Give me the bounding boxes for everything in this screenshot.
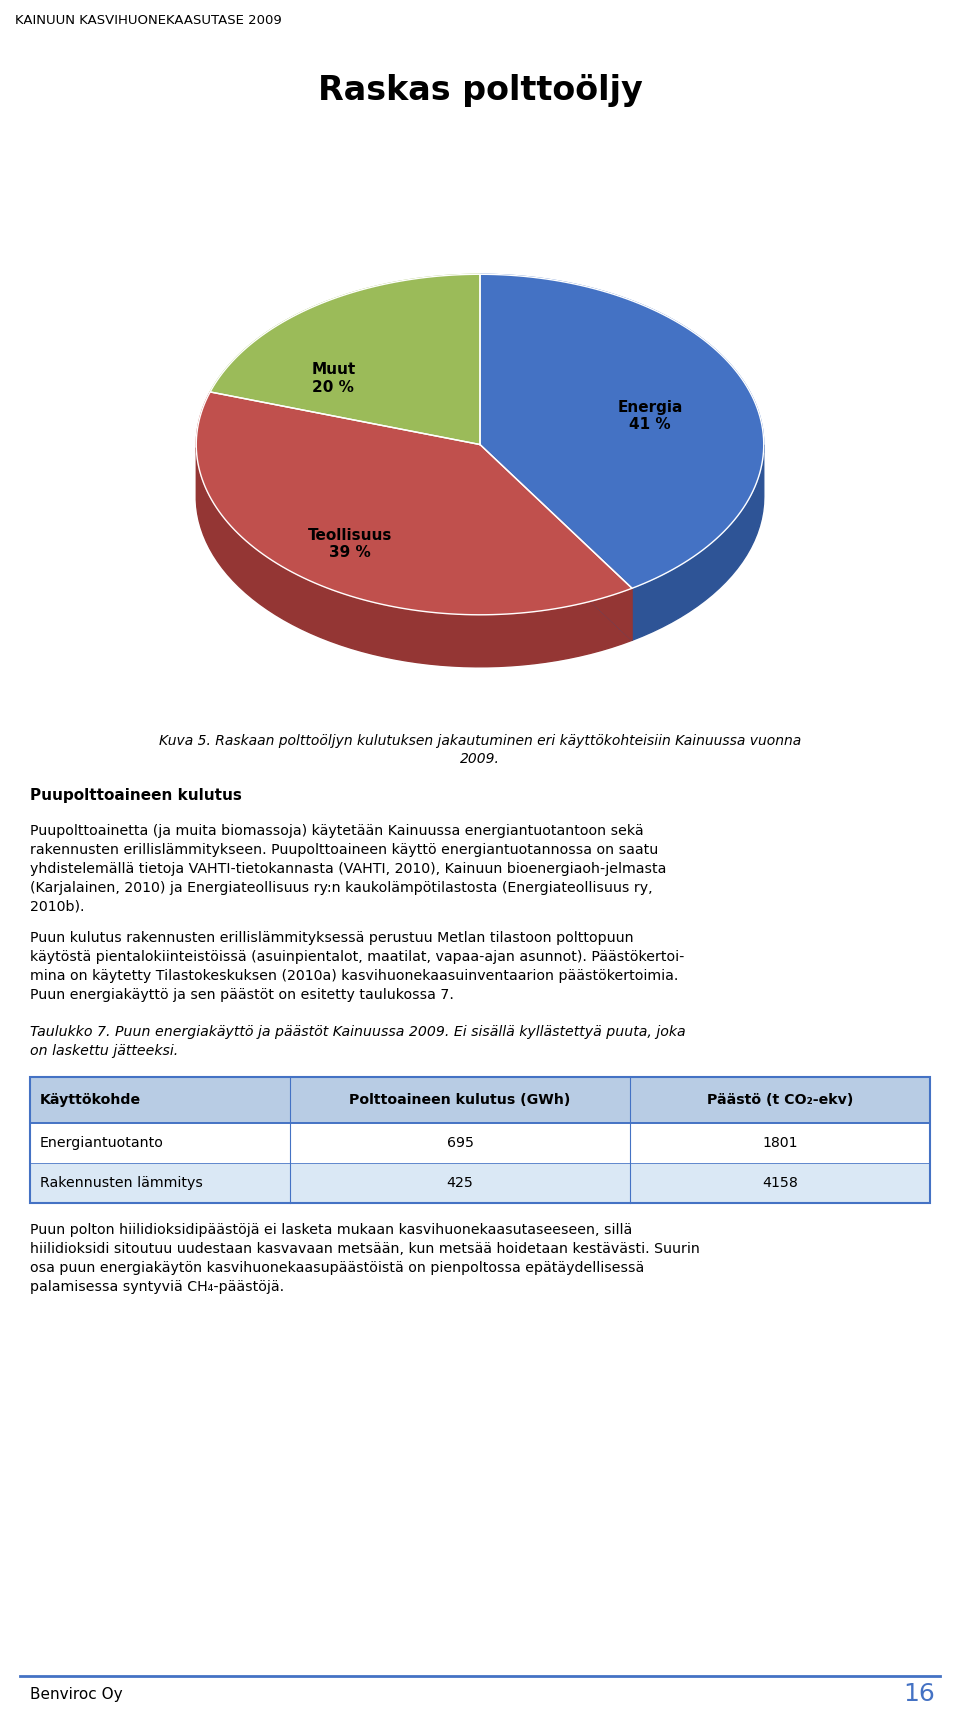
Text: käytöstä pientalokiinteistöissä (asuinpientalot, maatilat, vapaa-ajan asunnot). : käytöstä pientalokiinteistöissä (asuinpi… <box>30 950 684 964</box>
Text: 4158: 4158 <box>762 1176 798 1190</box>
Text: Puun energiakäyttö ja sen päästöt on esitetty taulukossa 7.: Puun energiakäyttö ja sen päästöt on esi… <box>30 988 454 1002</box>
FancyBboxPatch shape <box>30 1164 930 1203</box>
Text: Energiantuotanto: Energiantuotanto <box>40 1136 164 1150</box>
Text: osa puun energiakäytön kasvihuonekaasupäästöistä on pienpoltossa epätäydellisess: osa puun energiakäytön kasvihuonekaasupä… <box>30 1261 644 1274</box>
Text: rakennusten erillislämmitykseen. Puupolttoaineen käyttö energiantuotannossa on s: rakennusten erillislämmitykseen. Puupolt… <box>30 843 659 857</box>
Text: 2009.: 2009. <box>460 753 500 766</box>
Text: Puun kulutus rakennusten erillislämmityksessä perustuu Metlan tilastoon polttopu: Puun kulutus rakennusten erillislämmityk… <box>30 931 634 945</box>
Text: Käyttökohde: Käyttökohde <box>40 1092 141 1106</box>
Text: on laskettu jätteeksi.: on laskettu jätteeksi. <box>30 1044 179 1058</box>
FancyBboxPatch shape <box>30 1124 930 1164</box>
Text: Puun polton hiilidioksidipäästöjä ei lasketa mukaan kasvihuonekaasutaseeseen, si: Puun polton hiilidioksidipäästöjä ei las… <box>30 1222 633 1236</box>
Polygon shape <box>210 274 480 444</box>
Text: Raskas polttoöljy: Raskas polttoöljy <box>318 75 642 108</box>
Text: Puupolttoainetta (ja muita biomassoja) käytetään Kainuussa energiantuotantoon se: Puupolttoainetta (ja muita biomassoja) k… <box>30 824 643 838</box>
Text: 16: 16 <box>903 1682 935 1706</box>
Polygon shape <box>480 444 632 640</box>
Text: Taulukko 7. Puun energiakäyttö ja päästöt Kainuussa 2009. Ei sisällä kyllästetty: Taulukko 7. Puun energiakäyttö ja päästö… <box>30 1025 685 1039</box>
Polygon shape <box>196 447 632 668</box>
Text: Muut
20 %: Muut 20 % <box>311 362 355 395</box>
Polygon shape <box>480 444 632 640</box>
Text: hiilidioksidi sitoutuu uudestaan kasvavaan metsään, kun metsää hoidetaan kestävä: hiilidioksidi sitoutuu uudestaan kasvava… <box>30 1242 700 1255</box>
Text: Rakennusten lämmitys: Rakennusten lämmitys <box>40 1176 203 1190</box>
Polygon shape <box>196 392 632 616</box>
Text: palamisessa syntyviä CH₄-päästöjä.: palamisessa syntyviä CH₄-päästöjä. <box>30 1280 284 1294</box>
Text: Päästö (t CO₂-ekv): Päästö (t CO₂-ekv) <box>707 1092 853 1106</box>
Text: KAINUUN KASVIHUONEKAASUTASE 2009: KAINUUN KASVIHUONEKAASUTASE 2009 <box>15 14 281 28</box>
Text: Teollisuus
39 %: Teollisuus 39 % <box>308 527 392 560</box>
Text: Benviroc Oy: Benviroc Oy <box>30 1687 123 1701</box>
Text: Puupolttoaineen kulutus: Puupolttoaineen kulutus <box>30 787 242 803</box>
Text: 695: 695 <box>446 1136 473 1150</box>
Text: Energia
41 %: Energia 41 % <box>617 401 683 432</box>
FancyBboxPatch shape <box>30 1077 930 1124</box>
Text: (Karjalainen, 2010) ja Energiateollisuus ry:n kaukolämpötilastosta (Energiateoll: (Karjalainen, 2010) ja Energiateollisuus… <box>30 881 653 895</box>
Polygon shape <box>632 444 764 640</box>
Text: yhdistelemällä tietoja VAHTI-tietokannasta (VAHTI, 2010), Kainuun bioenergiaoh­j: yhdistelemällä tietoja VAHTI-tietokannas… <box>30 862 666 876</box>
Text: Polttoaineen kulutus (GWh): Polttoaineen kulutus (GWh) <box>349 1092 570 1106</box>
Polygon shape <box>480 274 764 588</box>
Text: mina on käytetty Tilastokeskuksen (2010a) kasvihuonekaasuinventaarion päästökert: mina on käytetty Tilastokeskuksen (2010a… <box>30 969 679 983</box>
Text: 2010b).: 2010b). <box>30 900 84 914</box>
Text: Kuva 5. Raskaan polttoöljyn kulutuksen jakautuminen eri käyttökohteisiin Kainuus: Kuva 5. Raskaan polttoöljyn kulutuksen j… <box>158 733 802 747</box>
Text: 425: 425 <box>446 1176 473 1190</box>
Text: 1801: 1801 <box>762 1136 798 1150</box>
